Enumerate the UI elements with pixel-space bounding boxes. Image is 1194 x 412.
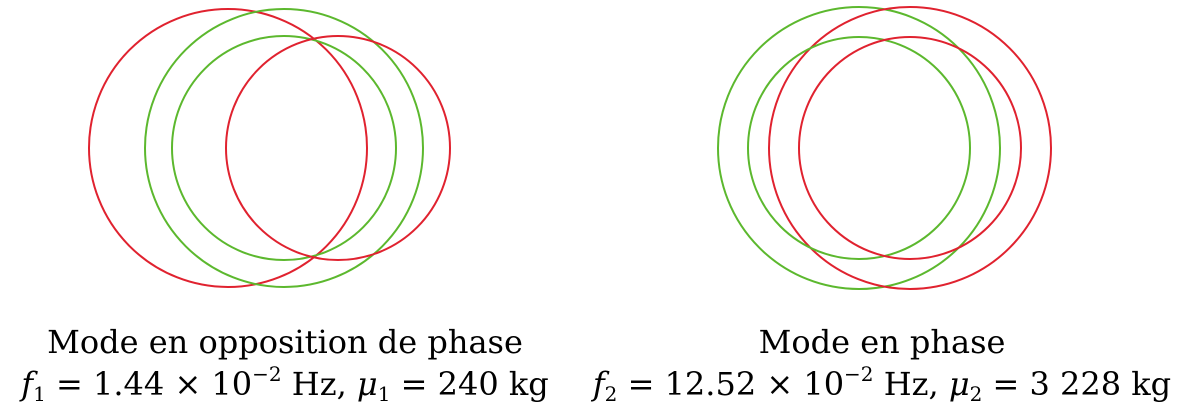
- left-ten: 10: [211, 365, 253, 403]
- left-equals-1: =: [56, 365, 83, 403]
- right-mass-unit: kg: [1131, 365, 1172, 403]
- right-freq-exponent: −2: [844, 362, 874, 386]
- left-freq-unit: Hz,: [291, 365, 347, 403]
- right-freq-mantissa: 12.52: [664, 365, 757, 403]
- right-freq-index: 2: [604, 382, 618, 406]
- right-mass-symbol: μ: [948, 365, 970, 403]
- right-freq-unit: Hz,: [883, 365, 939, 403]
- left-panel: Mode en opposition de phase f1 = 1.44 × …: [0, 0, 570, 412]
- left-times: ×: [174, 365, 202, 403]
- right-panel: Mode en phase f2 = 12.52 × 10−2 Hz, μ2 =…: [570, 0, 1194, 412]
- left-mode-label: Mode en opposition de phase: [47, 323, 523, 361]
- left-formula: f1 = 1.44 × 10−2 Hz, μ1 = 240 kg: [0, 362, 570, 406]
- right-equals-1: =: [627, 365, 655, 403]
- right-mass-value: 3 228: [1029, 365, 1122, 403]
- right-times: ×: [766, 365, 794, 403]
- left-freq-symbol: f: [21, 365, 34, 403]
- left-freq-index: 1: [33, 382, 46, 406]
- left-mass-unit: kg: [508, 365, 549, 403]
- right-mass-index: 2: [969, 382, 983, 406]
- left-freq-mantissa: 1.44: [93, 365, 165, 403]
- right-freq-symbol: f: [592, 365, 605, 403]
- right-mode-label: Mode en phase: [758, 323, 1006, 361]
- left-equals-2: =: [400, 365, 428, 403]
- left-freq-exponent: −2: [252, 362, 282, 386]
- right-formula: f2 = 12.52 × 10−2 Hz, μ2 = 3 228 kg: [570, 362, 1194, 406]
- left-mass-symbol: μ: [356, 365, 378, 403]
- left-mass-index: 1: [377, 382, 391, 406]
- left-mass-value: 240: [437, 365, 499, 403]
- right-ten: 10: [803, 365, 845, 403]
- right-equals-2: =: [992, 365, 1020, 403]
